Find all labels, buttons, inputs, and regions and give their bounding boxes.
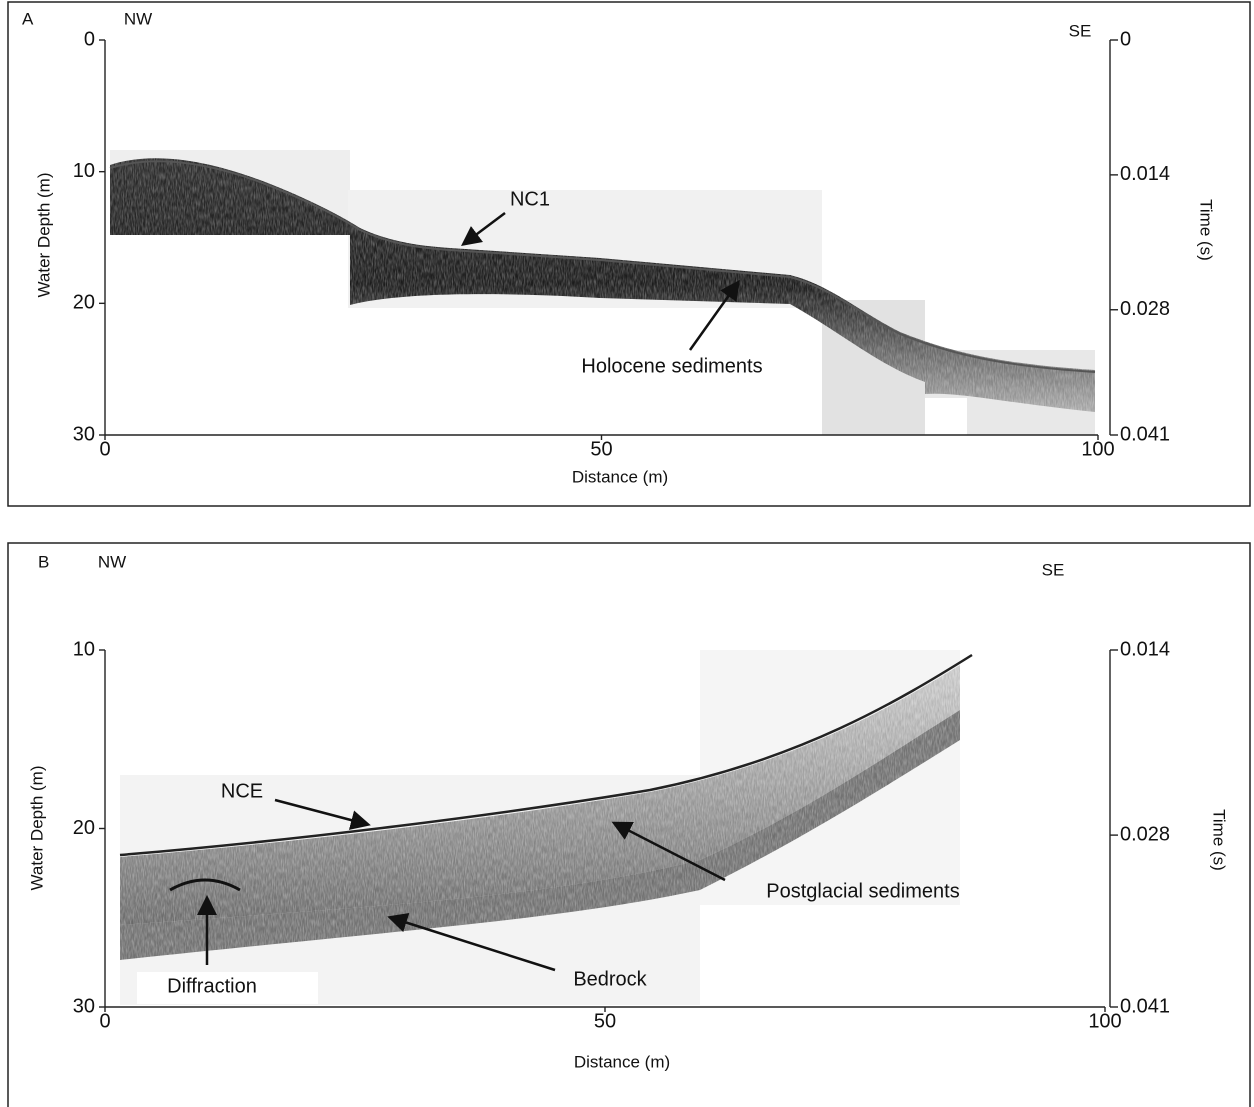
annotation: Holocene sediments xyxy=(581,355,762,377)
annotation: Diffraction xyxy=(167,975,257,997)
y2-tick-label: 0 xyxy=(1120,28,1131,50)
y-tick-label: 20 xyxy=(73,292,95,314)
x-tick-label: 50 xyxy=(594,1010,616,1032)
y2-tick-label: 0.014 xyxy=(1120,163,1170,185)
y2-tick-label: 0.041 xyxy=(1120,995,1170,1017)
orientation-label: SE xyxy=(1042,560,1065,579)
seismic-image-a xyxy=(110,150,1095,435)
x-tick-label: 0 xyxy=(99,1010,110,1032)
x-tick-label: 50 xyxy=(590,438,612,460)
y-tick-label: 30 xyxy=(73,423,95,445)
y2-tick-label: 0.028 xyxy=(1120,298,1170,320)
y-tick-label: 30 xyxy=(73,995,95,1017)
orientation-label: SE xyxy=(1069,21,1092,40)
y2-tick-label: 0.014 xyxy=(1120,638,1170,660)
panel-label: B xyxy=(38,552,49,571)
y-tick-label: 10 xyxy=(73,638,95,660)
panel-label: A xyxy=(22,9,34,28)
y-axis-title: Water Depth (m) xyxy=(27,765,46,890)
y-tick-label: 10 xyxy=(73,160,95,182)
figure: ANWSE010203000.0140.0280.041050100Distan… xyxy=(0,0,1254,1107)
x-axis-title: Distance (m) xyxy=(574,1052,670,1071)
annotation: Postglacial sediments xyxy=(766,880,959,902)
orientation-label: NW xyxy=(98,552,126,571)
x-tick-label: 100 xyxy=(1088,1010,1121,1032)
y2-tick-label: 0.041 xyxy=(1120,423,1170,445)
x-tick-label: 0 xyxy=(99,438,110,460)
seismic-image-b xyxy=(120,650,972,1005)
y2-tick-label: 0.028 xyxy=(1120,823,1170,845)
annotation: NC1 xyxy=(510,188,550,210)
y2-axis-title: Time (s) xyxy=(1210,809,1229,871)
y-tick-label: 0 xyxy=(84,28,95,50)
y-axis-title: Water Depth (m) xyxy=(34,172,53,297)
x-axis-title: Distance (m) xyxy=(572,467,668,486)
orientation-label: NW xyxy=(124,9,152,28)
annotation: NCE xyxy=(221,780,263,802)
y2-axis-title: Time (s) xyxy=(1197,199,1216,261)
x-tick-label: 100 xyxy=(1081,438,1114,460)
y-tick-label: 20 xyxy=(73,817,95,839)
annotation: Bedrock xyxy=(573,968,647,990)
